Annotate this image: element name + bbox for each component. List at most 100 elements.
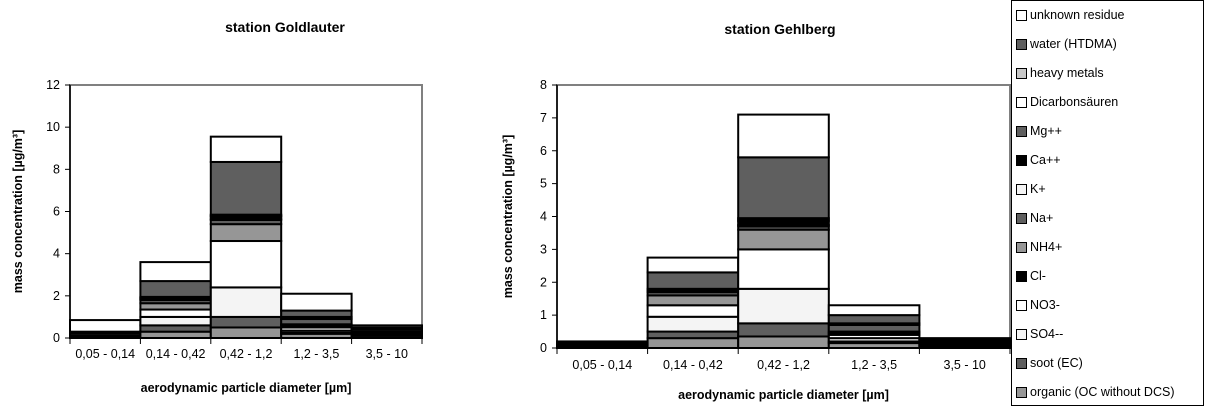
bar-segment-3-1: [737, 335, 830, 349]
x-tick-label: 0,14 - 0,42: [663, 358, 723, 372]
chart-title: station Gehlberg: [724, 21, 835, 37]
y-tick-label: 0: [53, 331, 60, 345]
legend-item: unknown residue: [1016, 6, 1125, 24]
bar-segment-1-6: [556, 340, 649, 345]
y-tick-label: 3: [540, 242, 547, 256]
bar-segment-3-3: [737, 287, 830, 325]
legend-item: Ca++: [1016, 151, 1061, 169]
y-tick-label: 1: [540, 308, 547, 322]
legend-item: Cl-: [1016, 267, 1046, 285]
bar-segment-1-14: [69, 319, 142, 333]
y-tick-label: 0: [540, 341, 547, 355]
x-tick-label: 3,5 - 10: [944, 358, 986, 372]
bar-segment-3-4: [209, 240, 283, 289]
y-tick-label: 4: [540, 210, 547, 224]
bar-segment-2-4: [139, 308, 212, 318]
y-tick-label: 8: [53, 162, 60, 176]
x-axis-label: aerodynamic particle diameter [µm]: [141, 381, 352, 395]
bar-segment-2-3: [646, 315, 740, 333]
y-tick-label: 2: [540, 275, 547, 289]
bar-segment-2-4: [646, 304, 740, 318]
legend-item: Na+: [1016, 209, 1053, 227]
y-tick-label: 8: [540, 78, 547, 92]
y-tick-label: 12: [46, 78, 60, 92]
bar-segment-2-14: [646, 256, 740, 274]
legend-label: Dicarbonsäuren: [1030, 95, 1119, 109]
x-tick-label: 0,14 - 0,42: [146, 347, 206, 361]
legend-swatch: [1016, 125, 1027, 137]
legend-label: Ca++: [1030, 153, 1061, 167]
bar-segment-4-13: [827, 314, 921, 325]
legend-label: organic (OC without DCS): [1030, 385, 1175, 399]
bar-segment-3-2: [737, 322, 830, 338]
legend-item: NH4+: [1016, 238, 1062, 256]
legend-swatch: [1016, 328, 1027, 340]
y-tick-label: 6: [540, 144, 547, 158]
bar-segment-2-1: [646, 337, 740, 350]
legend-swatch: [1016, 386, 1027, 398]
legend-item: NO3-: [1016, 296, 1060, 314]
legend-label: soot (EC): [1030, 356, 1083, 370]
x-tick-label: 3,5 - 10: [366, 347, 408, 361]
legend-swatch: [1016, 241, 1027, 253]
legend-label: unknown residue: [1030, 8, 1125, 22]
legend-item: heavy metals: [1016, 64, 1104, 82]
legend-swatch: [1016, 96, 1027, 108]
x-tick-label: 0,42 - 1,2: [757, 358, 810, 372]
y-tick-label: 6: [53, 205, 60, 219]
bar-segment-3-6: [737, 228, 830, 251]
chart-title: station Goldlauter: [225, 19, 345, 35]
bar-segment-2-14: [139, 261, 212, 283]
legend-item: Dicarbonsäuren: [1016, 93, 1118, 111]
legend-item: soot (EC): [1016, 354, 1083, 372]
x-axis-label: aerodynamic particle diameter [µm]: [678, 388, 889, 402]
legend-item: organic (OC without DCS): [1016, 383, 1175, 401]
x-tick-label: 0,05 - 0,14: [572, 358, 632, 372]
legend-label: Cl-: [1030, 269, 1046, 283]
legend-swatch: [1016, 212, 1027, 224]
legend-label: K+: [1030, 182, 1046, 196]
y-tick-label: 4: [53, 247, 60, 261]
bar-segment-3-13: [209, 160, 283, 216]
legend-label: NO3-: [1030, 298, 1060, 312]
legend-swatch: [1016, 9, 1027, 21]
legend-label: water (HTDMA): [1030, 37, 1117, 51]
bar-segment-5-14: [350, 324, 424, 329]
x-tick-label: 0,42 - 1,2: [220, 347, 273, 361]
legend-item: Mg++: [1016, 122, 1062, 140]
bar-segment-3-3: [209, 286, 283, 318]
bar-segment-2-3: [139, 315, 212, 327]
chart-legend: unknown residue water (HTDMA) heavy metals…: [1011, 0, 1204, 406]
bar-segment-3-1: [209, 326, 283, 340]
bar-segment-3-6: [209, 223, 283, 243]
legend-label: SO4--: [1030, 327, 1064, 341]
bar-segment-3-14: [737, 113, 830, 159]
y-tick-label: 10: [46, 120, 60, 134]
y-tick-label: 5: [540, 177, 547, 191]
legend-label: Na+: [1030, 211, 1054, 225]
x-tick-label: 0,05 - 0,14: [75, 347, 135, 361]
x-tick-label: 1,2 - 3,5: [293, 347, 339, 361]
legend-label: Mg++: [1030, 124, 1062, 138]
chart-2: station Gehlberg 0 1 2 3 4 5 6 7 8 0,05 - 0,14 0,14…: [501, 21, 1012, 402]
legend-item: water (HTDMA): [1016, 35, 1117, 53]
legend-label: heavy metals: [1030, 66, 1104, 80]
bar-segment-2-13: [646, 271, 740, 290]
legend-swatch: [1016, 299, 1027, 311]
bar-segment-3-13: [737, 156, 830, 220]
bar-segment-2-13: [139, 280, 212, 298]
y-axis-label: mass concentration [µg/m³]: [11, 130, 25, 293]
legend-item: SO4--: [1016, 325, 1063, 343]
x-tick-label: 1,2 - 3,5: [851, 358, 897, 372]
bar-segment-3-14: [209, 135, 283, 163]
legend-swatch: [1016, 154, 1027, 166]
bar-segment-2-6: [646, 294, 740, 307]
y-tick-label: 2: [53, 289, 60, 303]
legend-swatch: [1016, 38, 1027, 50]
bar-segment-4-14: [280, 292, 353, 312]
y-axis-label: mass concentration [µg/m³]: [501, 135, 515, 298]
bar-segment-3-2: [209, 315, 283, 329]
legend-swatch: [1016, 183, 1027, 195]
legend-item: K+: [1016, 180, 1046, 198]
